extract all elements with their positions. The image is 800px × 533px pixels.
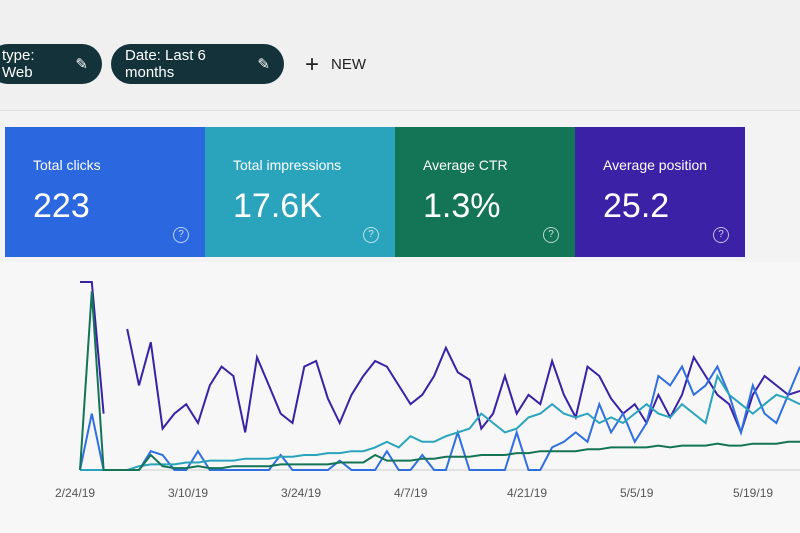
help-icon[interactable]: ? [543,227,559,243]
metric-cards: Total clicks 223 ? Total impressions 17.… [5,127,745,257]
help-icon[interactable]: ? [173,227,189,243]
series-line-1 [79,364,800,471]
metric-label: Average CTR [423,157,508,173]
metric-card-total-impressions[interactable]: Total impressions 17.6K ? [205,127,395,257]
metric-value: 223 [33,187,90,225]
metric-label: Total impressions [233,157,342,173]
plus-icon: + [305,50,320,78]
help-icon[interactable]: ? [363,227,379,243]
pencil-icon[interactable]: ✎ [75,56,88,73]
series-line-3 [79,291,800,471]
x-tick-label: 4/7/19 [394,486,428,500]
chart-plot [79,281,800,471]
metric-label: Total clicks [33,157,101,173]
filter-chip-search-type[interactable]: type: Web ✎ [0,44,102,84]
metric-card-average-position[interactable]: Average position 25.2 ? [575,127,745,257]
x-tick-label: 2/24/19 [55,486,96,500]
metric-label: Average position [603,157,708,173]
metric-value: 25.2 [603,187,670,225]
filter-label: type: Web [2,47,35,81]
series-line-0 [126,328,800,436]
new-filter-button[interactable]: + NEW [305,50,367,78]
x-tick-label: 5/19/19 [733,486,774,500]
metric-value: 1.3% [423,187,501,225]
filter-bar: type: Web ✎ Date: Last 6 months ✎ + NEW [0,0,800,111]
performance-chart: 2/24/19 3/10/19 3/24/19 4/7/19 4/21/19 5/5/19… [0,262,800,533]
series-line-2 [80,373,800,471]
x-tick-label: 4/21/19 [507,486,548,500]
filter-label: Date: Last 6 months [125,47,206,81]
new-label: NEW [331,56,367,73]
filter-chip-date[interactable]: Date: Last 6 months ✎ [111,44,284,84]
series-line-0 [80,281,105,414]
x-tick-label: 3/24/19 [281,486,322,500]
pencil-icon[interactable]: ✎ [257,56,270,73]
x-tick-label: 3/10/19 [168,486,209,500]
help-icon[interactable]: ? [713,227,729,243]
metric-card-total-clicks[interactable]: Total clicks 223 ? [5,127,205,257]
x-tick-label: 5/5/19 [620,486,654,500]
metric-card-average-ctr[interactable]: Average CTR 1.3% ? [395,127,575,257]
metric-value: 17.6K [233,187,322,225]
